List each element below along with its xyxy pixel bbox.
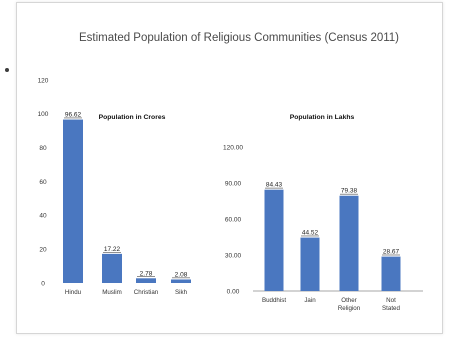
right-category-label: Buddhist (262, 297, 286, 304)
right-panel-title: Population in Lakhs (290, 114, 355, 121)
left-bar (102, 253, 122, 283)
right-category-label: Religion (338, 305, 361, 312)
chart-card: Estimated Population of Religious Commun… (16, 2, 443, 334)
right-y-tick-label: 60.00 (225, 216, 242, 223)
left-panel-title: Population in Crores (99, 114, 166, 121)
left-value-label: 2.78 (140, 270, 153, 277)
left-value-label: 2.08 (175, 271, 188, 278)
left-y-tick-label: 0 (41, 280, 45, 287)
right-category-label: Jain (304, 297, 316, 304)
right-bar (381, 256, 401, 291)
left-category-label: Sikh (175, 289, 188, 296)
right-y-tick-label: 30.00 (225, 252, 242, 259)
left-value-label: 96.62 (65, 112, 82, 119)
left-y-tick-label: 100 (38, 111, 49, 118)
left-y-tick-label: 20 (39, 246, 47, 253)
right-category-label: Other (341, 297, 356, 304)
left-category-label: Christian (134, 289, 159, 296)
right-value-label: 44.52 (302, 230, 319, 237)
left-value-label: 17.22 (104, 246, 121, 253)
chart-svg: Estimated Population of Religious Commun… (38, 32, 423, 312)
right-bar (300, 237, 320, 291)
right-panel: Population in Lakhs 0.00 30.00 60.00 90.00 12… (223, 114, 423, 312)
right-value-label: 28.67 (383, 249, 400, 256)
chart-title: Estimated Population of Religious Commun… (79, 32, 399, 44)
left-y-tick-label: 60 (39, 179, 47, 186)
right-category-label: Not (386, 297, 396, 304)
right-y-tick-label: 90.00 (225, 180, 242, 187)
right-bar (339, 195, 359, 291)
right-value-label: 79.38 (341, 188, 358, 195)
right-y-tick-label: 0.00 (227, 288, 240, 295)
right-category-label: Stated (382, 305, 400, 312)
left-y-tick-label: 80 (39, 145, 47, 152)
left-y-tick-label: 120 (38, 77, 49, 84)
left-panel: Population in Crores 0 20 40 60 80 100 120 96.62… (38, 77, 191, 296)
left-bar (171, 279, 191, 283)
right-y-tick-label: 120.00 (223, 144, 243, 151)
right-bar (264, 189, 284, 291)
left-bar (136, 278, 156, 283)
left-bar (63, 119, 83, 283)
left-category-label: Hindu (65, 289, 82, 296)
left-category-label: Muslim (102, 289, 122, 296)
right-value-label: 84.43 (266, 182, 283, 189)
left-y-tick-label: 40 (39, 213, 47, 220)
bullet-dot (5, 68, 9, 72)
